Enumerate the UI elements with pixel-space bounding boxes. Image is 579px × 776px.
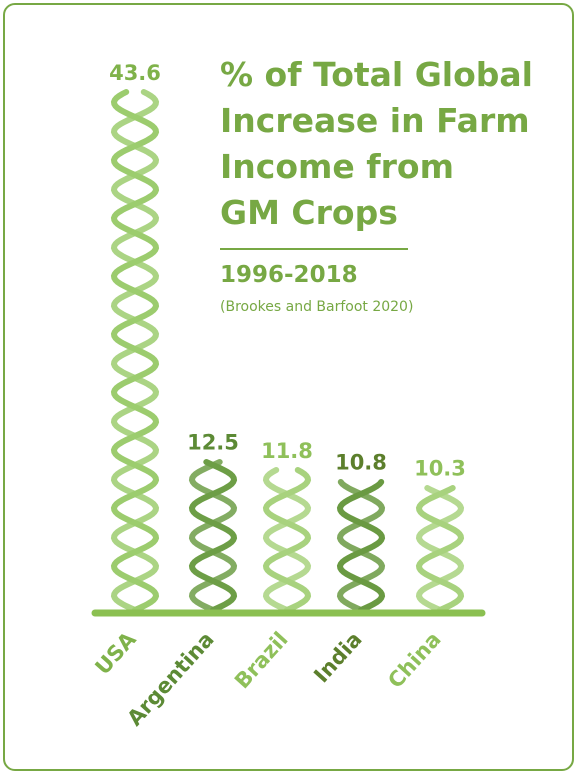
bar-china [415, 485, 465, 613]
chart-title-line-2: Increase in Farm [220, 101, 530, 140]
bar-brazil [262, 467, 312, 613]
value-label: 12.5 [187, 430, 239, 454]
chart-title-line-4: GM Crops [220, 193, 398, 232]
chart-source: (Brookes and Barfoot 2020) [220, 299, 414, 315]
bar-usa [110, 89, 160, 613]
bar-india [336, 479, 386, 613]
bar-strand [188, 459, 238, 613]
bar-strand [415, 485, 465, 613]
bar-strand [336, 479, 386, 613]
title-divider [220, 248, 408, 250]
title-block: % of Total Global Increase in Farm Incom… [220, 52, 560, 318]
bar-argentina [188, 459, 238, 613]
chart-subtitle: 1996-2018 [220, 262, 358, 288]
value-label: 11.8 [261, 439, 313, 463]
value-label: 43.6 [109, 61, 161, 85]
bar-strand [188, 459, 238, 613]
category-label: USA [90, 627, 141, 680]
bar-strand [336, 479, 386, 613]
bar-strand [110, 89, 160, 613]
category-label: China [383, 627, 445, 693]
category-label: Brazil [230, 627, 293, 693]
chart-title-line-3: Income from [220, 147, 454, 186]
value-label: 10.8 [335, 451, 387, 475]
chart-title-line-1: % of Total Global [220, 55, 533, 94]
bar-strand [415, 485, 465, 613]
category-label: India [309, 627, 366, 687]
value-label: 10.3 [414, 457, 466, 481]
bar-strand [262, 467, 312, 613]
chart-frame [3, 3, 574, 771]
